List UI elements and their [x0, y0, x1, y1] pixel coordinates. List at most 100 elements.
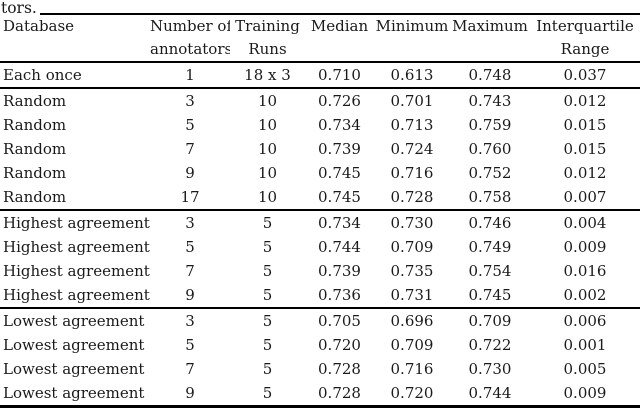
- table-cell: 0.705: [305, 307, 374, 333]
- table-cell: 10: [257, 116, 278, 134]
- table-cell: 0.734: [318, 116, 361, 134]
- table-cell: 0.004: [530, 209, 640, 235]
- cell-database: Random: [3, 116, 67, 134]
- table-cell: 0.748: [468, 66, 512, 84]
- table-cell: 0.716: [390, 360, 434, 378]
- table-cell: 10: [257, 188, 278, 206]
- table-cell: 10: [230, 87, 305, 113]
- table-cell: 0.736: [318, 286, 361, 304]
- table-cell: 0.015: [563, 116, 607, 134]
- header-minimum: Minimum: [374, 15, 450, 63]
- table-cell: 0.744: [318, 238, 361, 256]
- table-body: Each once 1 18 x 3 0.710 0.613 0.748 0.037 Rand…: [0, 62, 640, 405]
- table-cell: 0.713: [390, 116, 434, 134]
- header-training-runs: Training Runs: [230, 15, 305, 63]
- results-table: Database Number of annotators Training R…: [0, 15, 640, 405]
- table-cell: 0.730: [374, 209, 450, 235]
- table-cell: 0.760: [468, 140, 512, 158]
- header-median: Median: [305, 15, 374, 63]
- cell-database: Random: [0, 87, 150, 113]
- caption-row: tors.: [0, 0, 640, 17]
- table-cell: 0.724: [390, 140, 434, 158]
- table-cell: 0.709: [390, 336, 434, 354]
- table-row: Random 7 10 0.739 0.724 0.760 0.015: [0, 137, 640, 161]
- table-cell: 0.739: [318, 262, 361, 280]
- table-cell: 0.743: [450, 87, 530, 113]
- table-cell: 0.696: [374, 307, 450, 333]
- table-bottom-rule: [0, 405, 640, 408]
- table-cell: 5: [185, 116, 195, 134]
- table-cell: 0.009: [563, 238, 607, 256]
- table-cell: 9: [185, 286, 195, 304]
- table-cell: 0.746: [450, 209, 530, 235]
- table-cell: 0.752: [468, 164, 512, 182]
- table-cell: 0.716: [390, 164, 434, 182]
- table-row: Highest agreement 5 5 0.744 0.709 0.749 0.009: [0, 235, 640, 259]
- table-cell: 1: [185, 66, 195, 84]
- table-cell: 0.744: [468, 384, 512, 402]
- table-cell: 0.739: [318, 140, 361, 158]
- table-cell: 5: [262, 360, 273, 378]
- table-cell: 9: [185, 164, 195, 182]
- table-cell: 5: [185, 336, 195, 354]
- table-row: Highest agreement 7 5 0.739 0.735 0.754 0.016: [0, 259, 640, 283]
- table-cell: 0.745: [318, 164, 361, 182]
- table-cell: 0.710: [318, 66, 361, 84]
- table-cell: 0.745: [318, 188, 361, 206]
- table-cell: 0.749: [468, 238, 512, 256]
- table-cell: 0.735: [390, 262, 434, 280]
- table-cell: 10: [257, 164, 278, 182]
- table-cell: 3: [150, 209, 230, 235]
- cell-database: Random: [3, 164, 67, 182]
- table-cell: 7: [185, 140, 195, 158]
- table-cell: 0.709: [450, 307, 530, 333]
- table-cell: 3: [150, 87, 230, 113]
- table-cell: 0.709: [390, 238, 434, 256]
- cell-database: Lowest agreement: [0, 307, 150, 333]
- header-database: Database: [0, 15, 150, 63]
- cell-database: Lowest agreement: [3, 384, 145, 402]
- table-cell: 9: [185, 384, 195, 402]
- table-cell: 0.007: [563, 188, 607, 206]
- table-cell: 5: [262, 336, 273, 354]
- caption-fragment: tors.: [1, 0, 37, 17]
- table-cell: 5: [262, 286, 273, 304]
- table-cell: 0.754: [468, 262, 512, 280]
- table-cell: 5: [262, 238, 273, 256]
- header-interquartile-range: Interquartile Range: [530, 15, 640, 63]
- table-cell: 10: [257, 140, 278, 158]
- table-top-rule: [39, 13, 640, 15]
- table-cell: 0.759: [468, 116, 512, 134]
- table-cell: 0.002: [563, 286, 607, 304]
- header-number-of-annotators: Number of annotators: [150, 15, 230, 63]
- table-cell: 5: [230, 209, 305, 235]
- table-row: Each once 1 18 x 3 0.710 0.613 0.748 0.037: [0, 62, 640, 88]
- table-cell: 0.728: [390, 188, 434, 206]
- table-cell: 0.722: [468, 336, 512, 354]
- cell-database: Each once: [3, 66, 82, 84]
- table-row: Random 9 10 0.745 0.716 0.752 0.012: [0, 161, 640, 185]
- header-maximum: Maximum: [450, 15, 530, 63]
- table-cell: 0.009: [563, 384, 607, 402]
- table-cell: 0.613: [390, 66, 434, 84]
- table-cell: 18 x 3: [244, 66, 291, 84]
- cell-database: Lowest agreement: [3, 360, 145, 378]
- table-cell: 0.720: [390, 384, 434, 402]
- table-cell: 0.720: [318, 336, 361, 354]
- table-cell: 0.012: [530, 87, 640, 113]
- table-cell: 0.701: [374, 87, 450, 113]
- table-row: Random 3 10 0.726 0.701 0.743 0.012: [0, 87, 640, 113]
- table-cell: 7: [185, 360, 195, 378]
- cell-database: Highest agreement: [3, 238, 150, 256]
- table-cell: 0.006: [530, 307, 640, 333]
- cell-database: Lowest agreement: [3, 336, 145, 354]
- table-cell: 5: [262, 384, 273, 402]
- cell-database: Highest agreement: [0, 209, 150, 235]
- table-cell: 0.745: [468, 286, 512, 304]
- table-row: Highest agreement 3 5 0.734 0.730 0.746 0.004: [0, 209, 640, 235]
- table-cell: 5: [230, 307, 305, 333]
- table-row: Random 17 10 0.745 0.728 0.758 0.007: [0, 185, 640, 210]
- table-cell: 17: [180, 188, 200, 206]
- table-cell: 0.012: [563, 164, 607, 182]
